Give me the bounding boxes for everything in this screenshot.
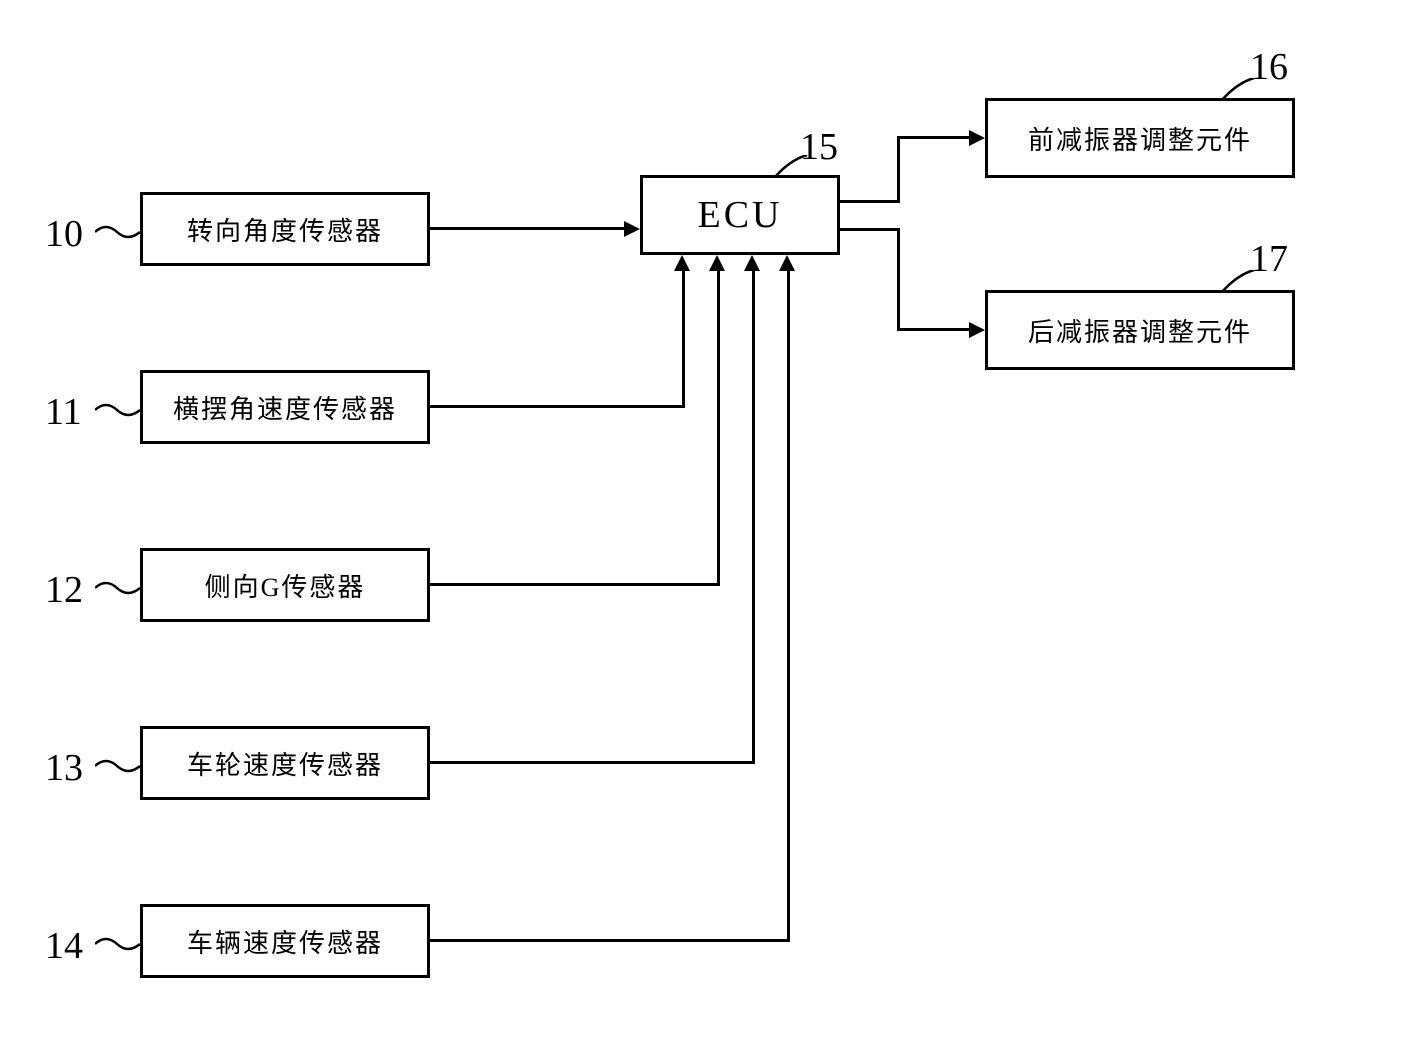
sensor-box-13: 车轮速度传感器 [140, 726, 430, 800]
actuator-box-17: 后减振器调整元件 [985, 290, 1295, 370]
curve-connector-15 [775, 155, 810, 180]
conn-line [897, 136, 970, 139]
arrow-icon [779, 255, 795, 271]
conn-line [430, 405, 685, 408]
sensor-box-10: 转向角度传感器 [140, 192, 430, 266]
conn-line [717, 269, 720, 586]
sensor-label: 车辆速度传感器 [187, 923, 383, 960]
sensor-box-12: 侧向G传感器 [140, 548, 430, 622]
ecu-box: ECU [640, 175, 840, 255]
actuator-label: 后减振器调整元件 [1028, 312, 1252, 349]
conn-line [430, 939, 790, 942]
conn-line [897, 136, 900, 203]
conn-line [752, 269, 755, 764]
sensor-label: 转向角度传感器 [187, 211, 383, 248]
ecu-label: ECU [698, 193, 783, 237]
arrow-icon [624, 221, 640, 237]
sensor-box-11: 横摆角速度传感器 [140, 370, 430, 444]
arrow-icon [744, 255, 760, 271]
conn-line [840, 200, 900, 203]
conn-line [430, 761, 755, 764]
conn-line [897, 328, 970, 331]
arrow-icon [709, 255, 725, 271]
conn-line [682, 269, 685, 408]
actuator-box-16: 前减振器调整元件 [985, 98, 1295, 178]
num-label-12: 12 [45, 568, 83, 612]
tilde-connector [95, 222, 140, 242]
num-label-11: 11 [45, 390, 82, 434]
tilde-connector [95, 756, 140, 776]
curve-connector-16 [1222, 78, 1257, 103]
tilde-connector [95, 934, 140, 954]
sensor-label: 车轮速度传感器 [187, 745, 383, 782]
arrow-icon [969, 322, 985, 338]
conn-line [430, 583, 720, 586]
conn-line [787, 269, 790, 942]
actuator-label: 前减振器调整元件 [1028, 120, 1252, 157]
sensor-label: 侧向G传感器 [205, 567, 366, 604]
conn-line [430, 227, 625, 230]
tilde-connector [95, 578, 140, 598]
num-label-13: 13 [45, 746, 83, 790]
tilde-connector [95, 400, 140, 420]
arrow-icon [674, 255, 690, 271]
sensor-label: 横摆角速度传感器 [173, 389, 397, 426]
num-label-10: 10 [45, 212, 83, 256]
conn-line [897, 228, 900, 328]
sensor-box-14: 车辆速度传感器 [140, 904, 430, 978]
conn-line [840, 228, 900, 231]
curve-connector-17 [1222, 270, 1257, 295]
num-label-14: 14 [45, 924, 83, 968]
arrow-icon [969, 130, 985, 146]
